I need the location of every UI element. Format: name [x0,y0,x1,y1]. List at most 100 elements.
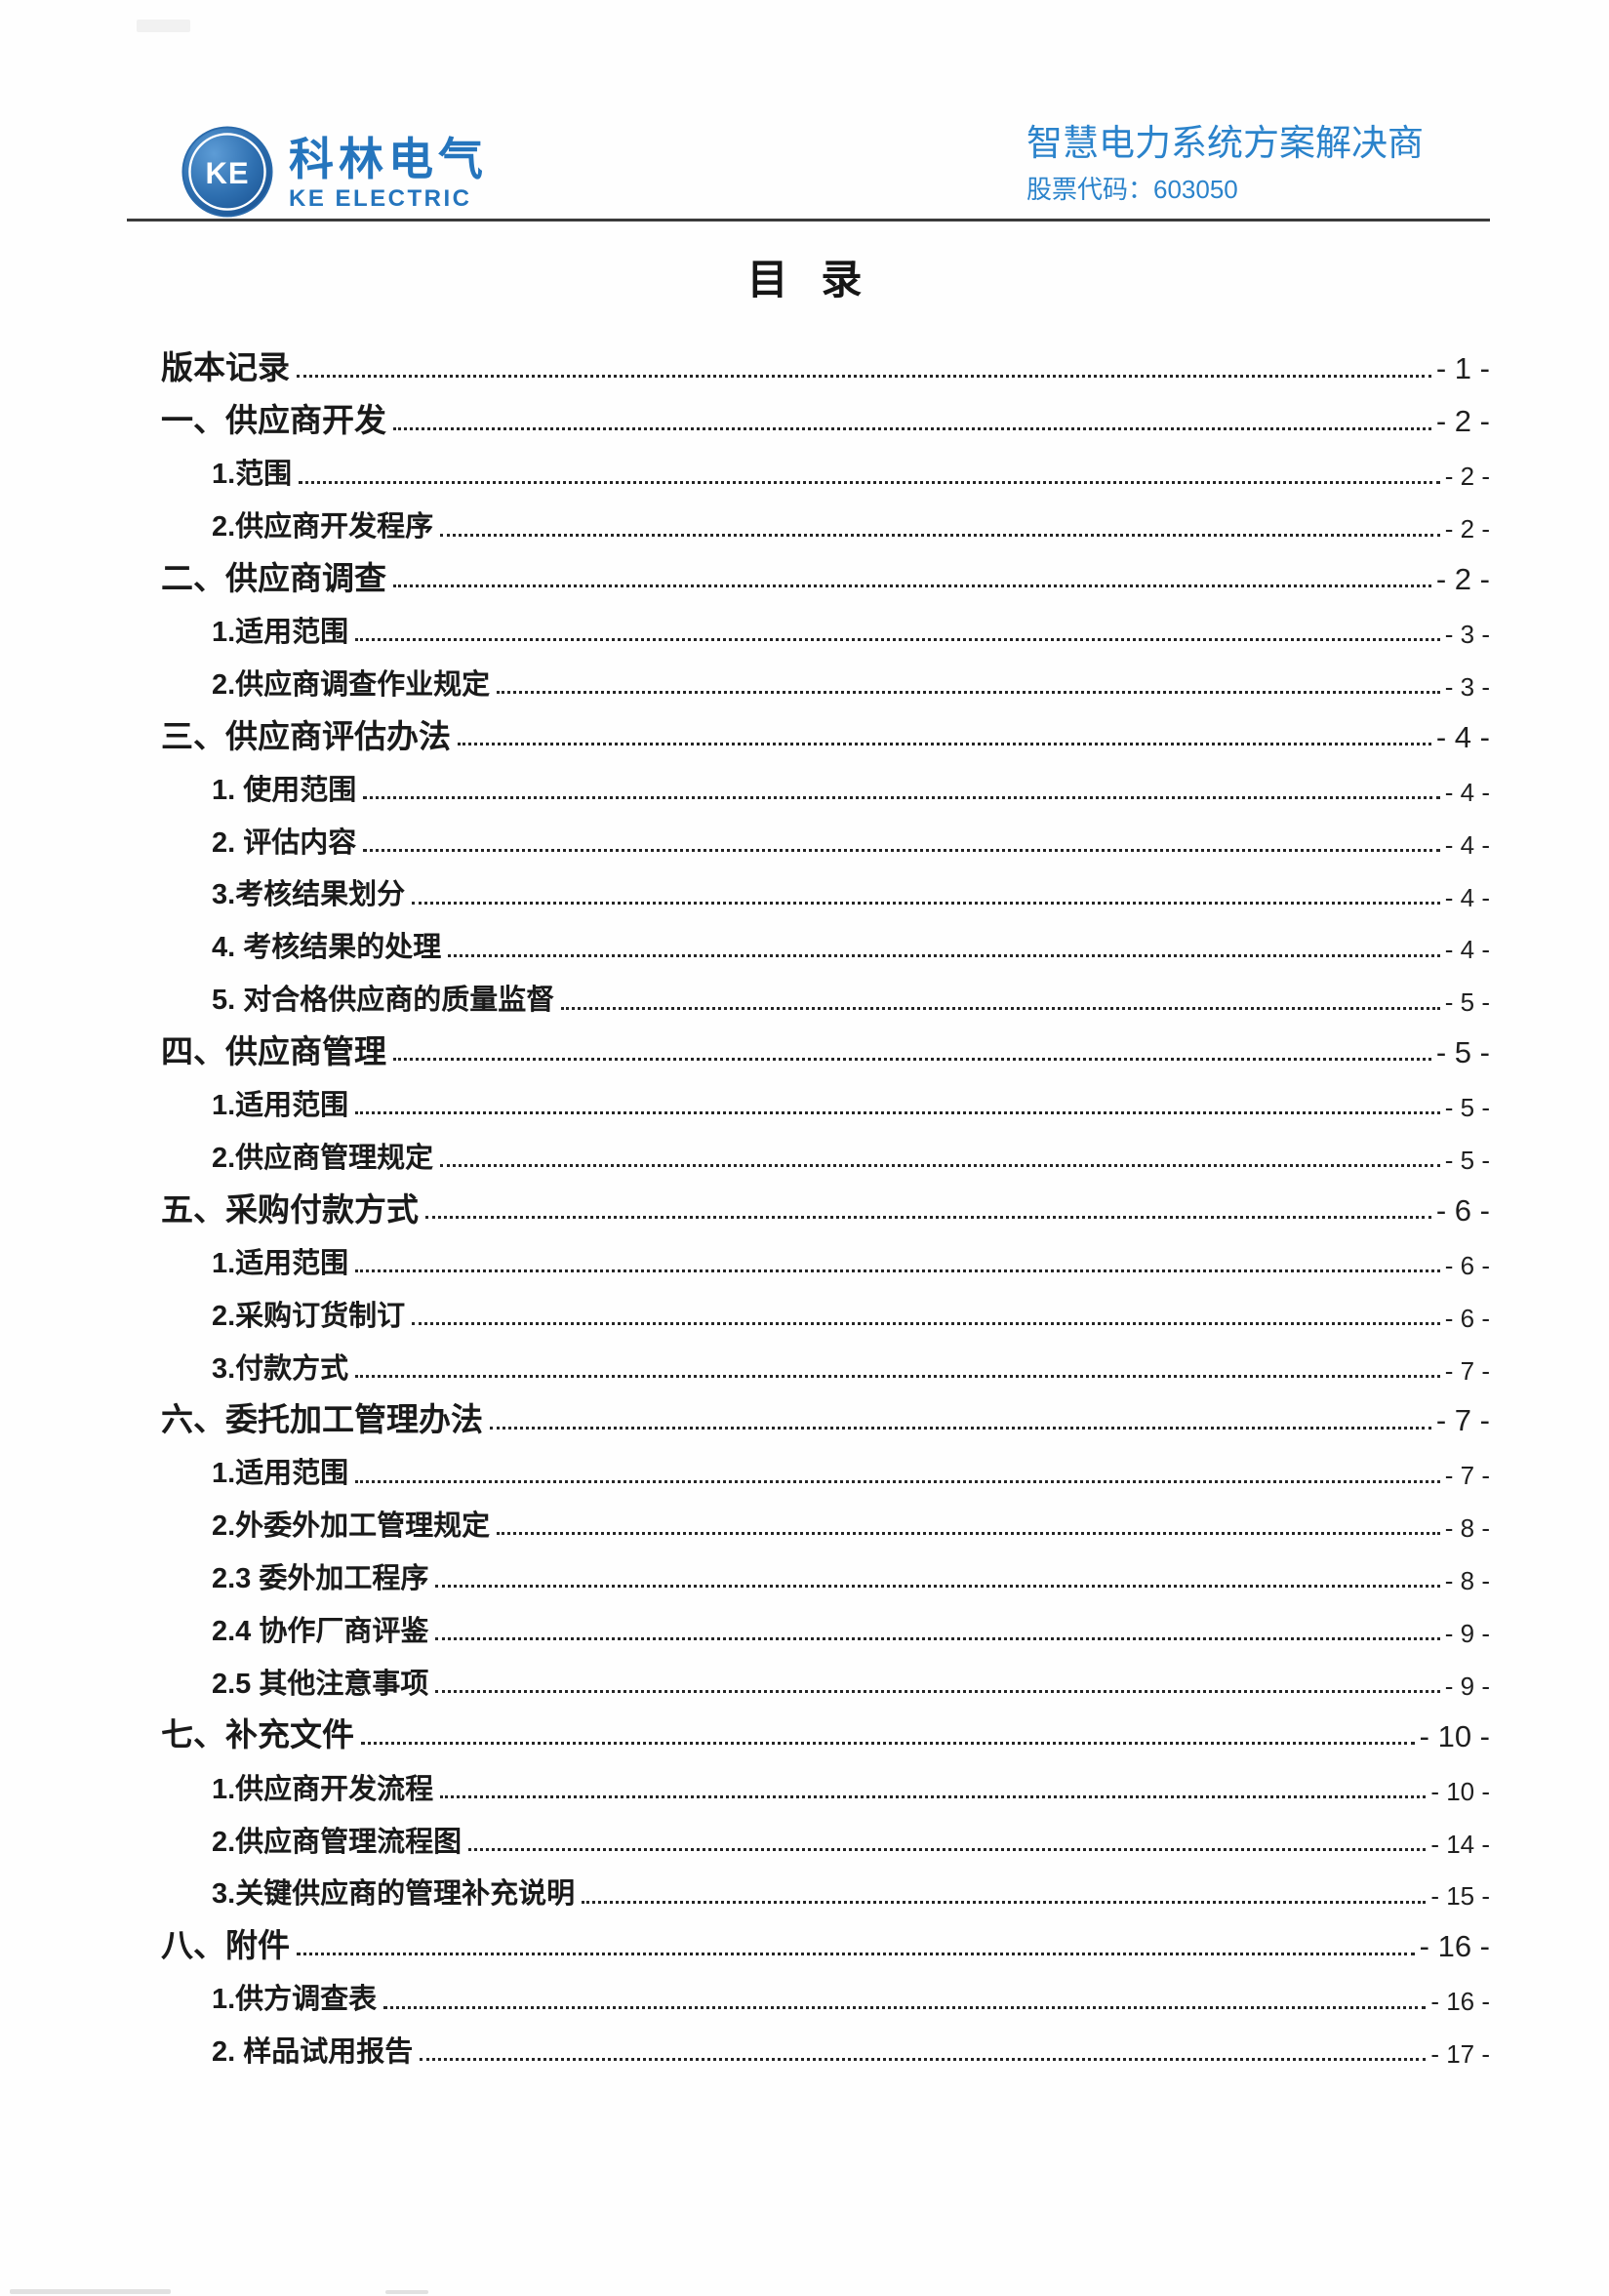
logo-text-block: 科林电气 KE ELECTRIC [289,137,488,211]
toc-dot-leader [435,1637,1440,1641]
toc-entry-label: 3.付款方式 [212,1352,349,1385]
toc-dot-leader [355,1479,1440,1483]
toc-row: 1. 使用范围 - 4 - [161,753,1490,806]
toc-row: 2.供应商管理规定 - 5 - [161,1121,1490,1174]
toc-page-number: - 16 - [1430,1987,1490,2017]
toc-dot-leader [383,2005,1427,2009]
toc-entry-label: 2.4 协作厂商评鉴 [212,1615,429,1647]
toc-entry-label: 1. 使用范围 [212,774,357,806]
toc-entry-label: 1.供应商开发流程 [212,1773,434,1805]
toc-page-number: - 4 - [1435,719,1490,754]
toc-page-number: - 2 - [1435,404,1490,439]
toc-row: 1.适用范围 - 7 - [161,1437,1490,1490]
toc-row: 2.采购订货制订 - 6 - [161,1279,1490,1332]
toc-dot-leader [497,691,1440,695]
toc-row: 六、委托加工管理办法 - 7 - [161,1385,1490,1437]
page-header: KE 科林电气 KE ELECTRIC 智慧电力系统方案解决商 股票代码：603… [0,0,1609,224]
toc-dot-leader [448,953,1440,957]
toc-entry-label: 1.供方调查表 [212,1984,378,2016]
company-name-en: KE ELECTRIC [289,185,472,212]
toc-row: 3.考核结果划分 - 4 - [161,859,1490,911]
toc-page-number: - 10 - [1430,1776,1490,1806]
toc-row: 3.付款方式 - 7 - [161,1332,1490,1385]
toc-page-number: - 5 - [1444,1093,1490,1123]
toc-dot-leader [468,1847,1427,1851]
toc-dot-leader [561,1006,1440,1010]
toc-page-number: - 10 - [1419,1718,1490,1753]
toc-row: 2. 评估内容 - 4 - [161,806,1490,859]
toc-page-number: - 3 - [1444,620,1490,650]
toc-dot-leader [297,374,1431,378]
toc-page-number: - 6 - [1435,1192,1490,1228]
toc-dot-leader [355,638,1440,642]
toc-dot-leader [458,743,1431,746]
toc-dot-leader [412,901,1440,905]
toc-page-number: - 14 - [1430,1829,1490,1859]
toc-row: 2.外委外加工管理规定 - 8 - [161,1490,1490,1543]
toc-row: 二、供应商调查 - 2 - [161,544,1490,596]
toc-entry-label: 2.供应商管理规定 [212,1142,434,1174]
toc-row: 版本记录 - 1 - [161,333,1490,385]
toc-entry-label: 1.范围 [212,459,293,491]
toc-row: 5. 对合格供应商的质量监督 - 5 - [161,964,1490,1017]
toc-entry-label: 2. 样品试用报告 [212,2036,414,2069]
toc-row: 1.适用范围 - 5 - [161,1068,1490,1121]
scan-artifact [385,2290,428,2294]
header-divider [127,219,1490,222]
toc-dot-leader [435,1585,1440,1589]
toc-dot-leader [363,796,1440,800]
toc-row: 3.关键供应商的管理补充说明 - 15 - [161,1858,1490,1911]
toc-entry-label: 4. 考核结果的处理 [212,932,442,964]
toc-page-number: - 4 - [1444,777,1490,807]
toc-dot-leader [420,2058,1427,2062]
toc-row: 七、补充文件 - 10 - [161,1700,1490,1752]
toc-entry-label: 五、采购付款方式 [161,1190,419,1228]
toc-entry-label: 六、委托加工管理办法 [161,1401,483,1438]
toc-entry-label: 2.外委外加工管理规定 [212,1511,491,1543]
company-name-cn: 科林电气 [289,134,488,184]
toc-page-number: - 5 - [1435,1034,1490,1069]
toc-page-number: - 4 - [1444,829,1490,860]
toc-page-number: - 2 - [1435,561,1490,596]
toc-row: 2.供应商调查作业规定 - 3 - [161,648,1490,701]
toc-row: 4. 考核结果的处理 - 4 - [161,911,1490,964]
toc-dot-leader [297,1952,1415,1955]
toc-dot-leader [393,584,1431,588]
toc-dot-leader [355,1374,1440,1378]
toc-entry-label: 二、供应商调查 [161,559,386,596]
toc-page-number: - 7 - [1444,1355,1490,1386]
toc-entry-label: 2.供应商开发程序 [212,511,434,544]
toc-dot-leader [412,1321,1440,1325]
toc-page-number: - 15 - [1430,1881,1490,1912]
toc-entry-label: 2.供应商调查作业规定 [212,668,491,701]
toc-dot-leader [355,1269,1440,1273]
toc-page-number: - 3 - [1444,671,1490,702]
toc-page-number: - 6 - [1444,1250,1490,1280]
toc-row: 1.范围 - 2 - [161,438,1490,491]
toc-page-number: - 9 - [1444,1618,1490,1648]
toc-row: 2.供应商开发程序 - 2 - [161,491,1490,544]
toc-row: 三、供应商评估办法 - 4 - [161,701,1490,753]
toc-dot-leader [361,1742,1415,1746]
toc-dot-leader [425,1216,1431,1220]
toc-page-number: - 5 - [1444,987,1490,1018]
toc-dot-leader [435,1690,1440,1694]
toc-entry-label: 2. 评估内容 [212,826,357,859]
toc-entry-label: 三、供应商评估办法 [161,717,451,754]
toc-dot-leader [440,533,1440,537]
toc-page-number: - 5 - [1444,1145,1490,1175]
logo-monogram: KE [206,156,250,190]
toc-row: 四、供应商管理 - 5 - [161,1017,1490,1069]
toc-entry-label: 2.5 其他注意事项 [212,1668,429,1700]
toc-entry-label: 1.适用范围 [212,617,349,649]
toc-dot-leader [440,1164,1440,1168]
toc-entry-label: 3.考核结果划分 [212,879,406,911]
toc-row: 1.供方调查表 - 16 - [161,1963,1490,2016]
toc-entry-label: 1.适用范围 [212,1090,349,1122]
toc-page-number: - 2 - [1444,514,1490,544]
toc-row: 一、供应商开发 - 2 - [161,385,1490,438]
toc-row: 1.供应商开发流程 - 10 - [161,1752,1490,1805]
scan-artifact [137,20,190,32]
toc-page-number: - 7 - [1444,1461,1490,1491]
company-slogan: 智慧电力系统方案解决商 [1026,123,1424,163]
